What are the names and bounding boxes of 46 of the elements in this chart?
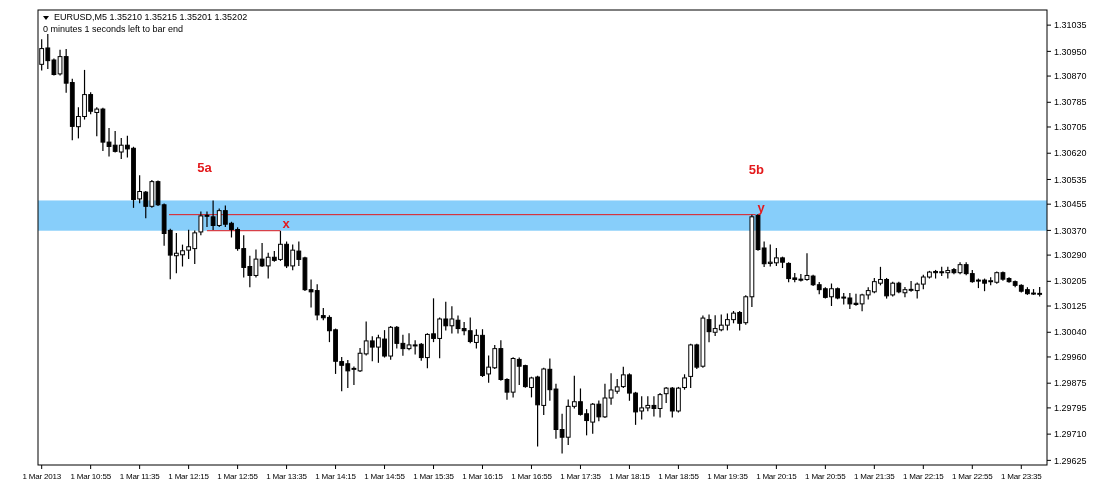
- y-tick-label: 1.30870: [1054, 71, 1087, 82]
- x-tick-label: 1 Mar 16:15: [462, 472, 504, 481]
- x-tick-label: 1 Mar 20:15: [756, 472, 798, 481]
- annotation: 5a: [197, 159, 213, 175]
- x-tick-label: 1 Mar 18:55: [658, 472, 700, 481]
- x-tick-label: 1 Mar 18:15: [609, 472, 651, 481]
- y-tick-label: 1.29960: [1054, 352, 1087, 363]
- y-tick-label: 1.30950: [1054, 46, 1087, 57]
- y-tick-label: 1.29625: [1054, 455, 1087, 466]
- annotation: x: [282, 215, 291, 231]
- y-tick-label: 1.30620: [1054, 148, 1087, 159]
- x-tick-label: 1 Mar 22:55: [952, 472, 994, 481]
- x-tick-label: 1 Mar 10:55: [70, 472, 112, 481]
- x-tick-label: 1 Mar 23:35: [1001, 472, 1043, 481]
- x-tick-label: 1 Mar 2013: [22, 472, 62, 481]
- y-tick-label: 1.30040: [1054, 327, 1087, 338]
- y-tick-label: 1.30455: [1054, 199, 1087, 210]
- x-tick-label: 1 Mar 17:35: [560, 472, 602, 481]
- y-tick-label: 1.30535: [1054, 174, 1087, 185]
- x-tick-label: 1 Mar 19:35: [707, 472, 749, 481]
- x-tick-label: 1 Mar 21:35: [854, 472, 896, 481]
- x-tick-label: 1 Mar 14:55: [364, 472, 406, 481]
- annotation: y: [757, 199, 766, 215]
- y-tick-label: 1.30705: [1054, 122, 1087, 133]
- x-tick-label: 1 Mar 16:55: [511, 472, 553, 481]
- chart-title: EURUSD,M5 1.35210 1.35215 1.35201 1.35202: [54, 12, 248, 22]
- x-tick-label: 1 Mar 14:15: [315, 472, 357, 481]
- x-tick-label: 1 Mar 22:15: [903, 472, 945, 481]
- x-tick-label: 1 Mar 12:55: [217, 472, 259, 481]
- y-tick-label: 1.30125: [1054, 301, 1087, 312]
- x-tick-label: 1 Mar 15:35: [413, 472, 455, 481]
- y-tick-label: 1.29875: [1054, 378, 1087, 389]
- y-tick-label: 1.30785: [1054, 97, 1087, 108]
- x-tick-label: 1 Mar 20:55: [805, 472, 847, 481]
- y-tick-label: 1.30290: [1054, 250, 1087, 261]
- y-tick-label: 1.30370: [1054, 225, 1087, 236]
- y-tick-label: 1.31035: [1054, 20, 1087, 31]
- y-tick-label: 1.29710: [1054, 429, 1087, 440]
- y-tick-label: 1.30205: [1054, 276, 1087, 287]
- candlestick: [657, 393, 663, 418]
- x-tick-label: 1 Mar 12:15: [168, 472, 210, 481]
- x-tick-label: 1 Mar 11:35: [119, 472, 161, 481]
- text: 0 minutes 1 seconds left to bar end: [43, 24, 184, 34]
- x-tick-label: 1 Mar 13:35: [266, 472, 308, 481]
- annotation: 5b: [748, 161, 765, 177]
- y-tick-label: 1.29795: [1054, 403, 1087, 414]
